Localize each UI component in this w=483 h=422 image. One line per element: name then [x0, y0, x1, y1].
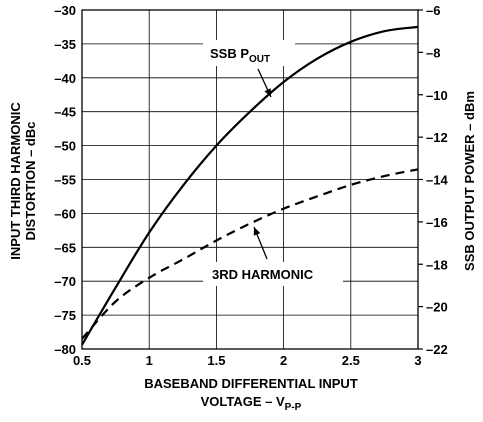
- x-tick-label: 2: [280, 353, 287, 368]
- x-tick-label: 1: [146, 353, 153, 368]
- label-ssb-pout-main: SSB P: [210, 46, 249, 61]
- y-left-tick-label: –55: [54, 173, 76, 188]
- arrow-3rd-harmonic-arrowhead: [253, 227, 261, 236]
- y-right-tick-label: –6: [426, 3, 440, 18]
- y-left-tick-label: –70: [54, 274, 76, 289]
- label-3rd-harmonic-bg: [203, 262, 343, 286]
- y-right-tick-label: –8: [426, 45, 440, 60]
- y-right-tick-label: –20: [426, 300, 448, 315]
- label-ssb-pout-bg: [203, 40, 295, 66]
- y-left-axis-title-line1: INPUT THIRD HARMONIC: [8, 102, 23, 260]
- x-tick-label: 1.5: [207, 353, 225, 368]
- y-left-tick-label: –40: [54, 71, 76, 86]
- y-right-tick-label: –10: [426, 88, 448, 103]
- series-line-3rd-harmonic: [81, 168, 419, 340]
- x-tick-label: 2.5: [342, 353, 360, 368]
- y-left-tick-label: –50: [54, 139, 76, 154]
- label-3rd-harmonic: 3RD HARMONIC: [212, 267, 314, 282]
- y-right-tick-label: –16: [426, 215, 448, 230]
- y-left-tick-label: –80: [54, 342, 76, 357]
- label-layer: 0.5 1 1.5 2 2.5 3 –80 –75 –70 –65 –60 –55 –50 –45 –40 –…: [54, 3, 448, 368]
- label-ssb-pout: SSB POUT: [210, 46, 270, 65]
- y-right-tick-label: –22: [426, 342, 448, 357]
- series-line-ssb-pout: [81, 25, 419, 346]
- x-axis-title-line1: BASEBAND DIFFERENTIAL INPUT: [144, 376, 358, 391]
- label-ssb-pout-sub: OUT: [249, 54, 270, 65]
- tick-layer: [418, 9, 423, 350]
- y-left-tick-label: –75: [54, 308, 76, 323]
- x-axis-title-line2: VOLTAGE – VP-P: [201, 394, 302, 413]
- y-right-axis-title: SSB OUTPUT POWER – dBm: [462, 91, 477, 271]
- y-right-tick-label: –12: [426, 130, 448, 145]
- x-tick-label: 0.5: [73, 353, 91, 368]
- callout-layer: SSB POUT 3RD HARMONIC: [203, 40, 343, 286]
- x-axis-title-line2-main: VOLTAGE – V: [201, 394, 285, 409]
- x-tick-label: 3: [414, 353, 421, 368]
- y-right-tick-label: –14: [426, 173, 448, 188]
- y-left-axis-title-line2: DISTORTION – dBc: [23, 122, 38, 241]
- y-left-tick-label: –30: [54, 3, 76, 18]
- y-right-tick-label: –18: [426, 257, 448, 272]
- y-left-tick-label: –35: [54, 37, 76, 52]
- arrow-ssb-pout-arrowhead: [264, 88, 271, 97]
- y-left-tick-label: –65: [54, 240, 76, 255]
- y-left-tick-label: –60: [54, 206, 76, 221]
- y-left-tick-label: –45: [54, 105, 76, 120]
- series-layer: [81, 25, 419, 346]
- x-axis-title-line2-sub: P-P: [285, 402, 302, 413]
